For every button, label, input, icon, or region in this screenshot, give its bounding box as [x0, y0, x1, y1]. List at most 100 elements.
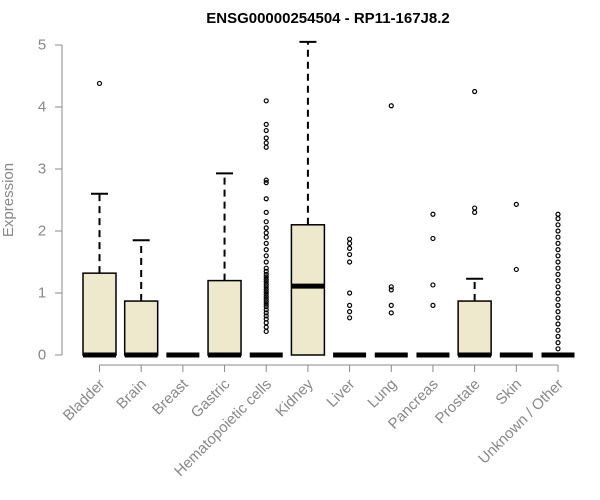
y-axis-title: Expression [0, 163, 17, 237]
outlier-point [263, 98, 269, 104]
outlier-point [263, 324, 269, 330]
box-10 [499, 201, 533, 358]
box-1 [123, 239, 159, 358]
outlier-point [263, 140, 269, 146]
outlier-point [555, 278, 561, 284]
x-tick-label: Prostate [432, 376, 484, 428]
outlier-point [263, 313, 269, 319]
x-tick-label: Liver [323, 376, 358, 411]
outlier-point [388, 103, 394, 109]
outlier-point [263, 177, 269, 183]
outlier-point [555, 253, 561, 259]
outlier-point [263, 127, 269, 134]
outlier-point [555, 309, 561, 315]
x-tick-label: Bladder [60, 376, 109, 425]
box-3 [207, 172, 242, 358]
outlier-point [263, 225, 269, 231]
outlier-point [263, 271, 269, 277]
outlier-point [263, 209, 269, 215]
outlier-point [555, 265, 561, 271]
outlier-point [388, 287, 394, 293]
outlier-point [263, 230, 269, 236]
outlier-point [346, 315, 353, 321]
outlier-point [263, 286, 269, 292]
y-tick-label: 5 [38, 37, 46, 54]
outlier-point [555, 211, 561, 217]
outlier-point [346, 240, 353, 246]
outlier-point [430, 211, 436, 217]
outlier-point [430, 282, 436, 288]
outlier-point [346, 259, 353, 265]
outlier-point [513, 201, 519, 207]
outlier-point [346, 302, 353, 308]
outlier-point [555, 216, 561, 222]
outlier-point [263, 240, 269, 246]
outlier-point [263, 294, 269, 300]
box-9 [457, 88, 492, 358]
outlier-point [430, 302, 436, 308]
y-tick-label: 1 [38, 285, 46, 302]
x-tick-label: Skin [492, 376, 525, 409]
outlier-point [555, 247, 561, 253]
outlier-point [346, 245, 353, 251]
outlier-point [388, 284, 394, 290]
outlier-point [346, 309, 353, 315]
outlier-point [388, 302, 394, 308]
outlier-point [263, 304, 269, 310]
box-7 [374, 103, 408, 358]
outlier-point [263, 281, 269, 287]
outlier-point [263, 180, 269, 186]
outlier-point [263, 219, 269, 225]
outlier-point [263, 144, 269, 150]
outlier-point [555, 290, 561, 296]
outlier-point [263, 328, 269, 335]
outlier-point [96, 80, 103, 87]
outlier-point [263, 196, 269, 202]
outlier-point [472, 209, 478, 215]
y-tick-label: 4 [38, 99, 46, 116]
outlier-point [263, 265, 269, 271]
outlier-point [555, 333, 561, 339]
outlier-point [555, 259, 561, 265]
outlier-point [555, 228, 561, 234]
outlier-point [263, 316, 269, 322]
outlier-point [346, 251, 353, 258]
outlier-point [263, 291, 269, 297]
box-6 [333, 236, 367, 358]
outlier-point [555, 296, 561, 302]
outlier-point [472, 88, 478, 95]
outlier-point [555, 327, 561, 333]
box-body [123, 300, 159, 356]
box-body [290, 224, 326, 356]
outlier-point [346, 290, 353, 296]
outlier-point [263, 234, 269, 240]
outlier-point [555, 346, 561, 352]
outlier-point [555, 315, 561, 321]
box-11 [541, 211, 575, 358]
outlier-point [263, 121, 269, 127]
outlier-point [263, 247, 269, 253]
outlier-point [263, 253, 269, 259]
box-8 [416, 211, 450, 358]
boxes-group [82, 40, 575, 358]
outlier-point [263, 299, 269, 305]
y-tick-label: 0 [38, 347, 46, 364]
outlier-point [263, 279, 269, 285]
box-5 [290, 40, 326, 356]
x-tick-label: Lung [364, 376, 400, 412]
outlier-point [555, 321, 561, 327]
outlier-point [555, 302, 561, 308]
outlier-point [263, 301, 269, 307]
x-tick-label: Brain [113, 376, 150, 413]
outlier-point [263, 274, 269, 280]
outlier-point [555, 340, 561, 346]
outlier-point [388, 310, 394, 316]
outlier-point [263, 268, 269, 274]
box-4 [249, 98, 283, 358]
outlier-point [513, 266, 519, 273]
outlier-point [555, 284, 561, 290]
y-axis: 0 1 2 3 4 5 [38, 37, 63, 364]
outlier-point [555, 222, 561, 228]
